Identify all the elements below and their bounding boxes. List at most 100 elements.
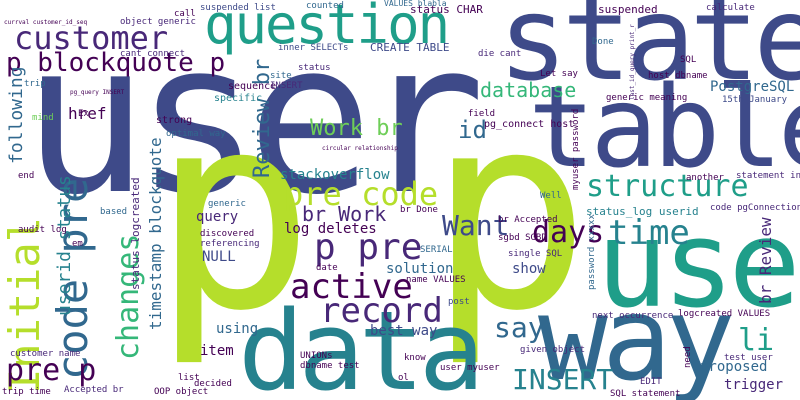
word-generic-meaning: generic meaning [606, 93, 688, 103]
word-show: show [512, 261, 546, 277]
word-time: time [608, 213, 690, 253]
word-using: using [216, 321, 259, 337]
word-href: href [68, 104, 107, 123]
word-done: Done [592, 37, 614, 47]
word-create-table: CREATE TABLE [370, 41, 450, 54]
word-insert-large: INSERT [512, 363, 614, 396]
word-logcreated-values: logcreated VALUES [678, 309, 771, 319]
word-best-way: best way [370, 323, 438, 339]
word-calculate: calculate [706, 3, 755, 13]
word-p-right: p [428, 55, 591, 370]
word-log-deletes: log deletes [284, 221, 377, 237]
word-suspended: suspended [598, 3, 658, 16]
word-sql-statement: SQL statement [610, 389, 681, 399]
word-status-log-userid: status_log userid [586, 205, 699, 218]
word-li: li [738, 323, 775, 358]
word-stackoverflow: stackoverflow [280, 167, 390, 183]
word-host-dbname: host dbname [648, 71, 708, 81]
word-strong: strong [156, 115, 193, 126]
word-database: database [480, 78, 577, 102]
word-values-blabla: VALUES blabla [384, 0, 447, 8]
word-myuser-password: myuser password [571, 108, 581, 190]
word-optimal-way: optimal way [166, 129, 226, 139]
word-given-object: given object [520, 345, 586, 355]
word-circular-relationship: circular relationship [322, 145, 398, 152]
word-test-user: test user [724, 353, 773, 363]
word-15th-january: 15th January [722, 95, 788, 105]
word-active: active [290, 267, 413, 307]
word-question: question [204, 0, 450, 56]
word-customer-id-seq: currval customer_id_seq [4, 19, 88, 26]
word-customer: customer [14, 19, 169, 57]
word-br-review: br Review [756, 217, 775, 304]
word-discovered: discovered [200, 229, 255, 239]
word-inner-selects: inner SELECTs [278, 43, 349, 53]
word-counted: counted [306, 1, 344, 11]
word-customer-name: customer name [10, 349, 81, 359]
word-ol: ol [398, 373, 409, 383]
word-p-blockquote-p: p blockquote p [6, 48, 226, 78]
word-status-char: status CHAR [410, 3, 483, 16]
word-id: id [458, 116, 487, 144]
word-referencing: referencing [200, 239, 260, 249]
word-decided: decided [194, 379, 232, 389]
word-code-pgconnection: code pgConnection [710, 203, 800, 213]
word-br-work: br Work [302, 202, 387, 226]
word-post: post [448, 297, 470, 307]
word-date: date [316, 263, 338, 273]
word-timestamp-blockquote: timestamp blockquote [146, 137, 165, 330]
word-password-xxxxx: password xxxxx [587, 214, 597, 290]
word-need: need [683, 346, 693, 368]
word-die-cant: die cant [478, 49, 522, 59]
word-based: based [100, 207, 128, 217]
word-let-say: Let say [540, 69, 578, 79]
word-user-myuser: user myuser [440, 363, 500, 373]
word-table: table [528, 63, 800, 193]
word-end: end [18, 171, 35, 181]
word-object-generic: object generic [120, 17, 196, 27]
word-serial: SERIAL [420, 245, 453, 255]
word-unions: UNIONs [300, 351, 333, 361]
word-sequence: sequence [228, 81, 277, 92]
word-next-occurrence: next occurrence [592, 311, 674, 321]
word-pg-connect-host: pg_connect host [484, 119, 575, 130]
word-specific: specific [214, 93, 263, 104]
word-solution: solution [386, 261, 454, 277]
word-name-values: name VALUES [406, 275, 466, 285]
word-site: site [270, 71, 292, 81]
word-br-accepted: br Accepted [498, 215, 558, 225]
word-trip: trip [24, 79, 46, 89]
word-way: way [538, 272, 736, 400]
word-audit-log: audit log [18, 225, 67, 235]
word-edit: EDIT [640, 377, 662, 387]
word-insert-small: INSERT [270, 81, 303, 91]
word-pre-p: pre p [6, 353, 97, 388]
word-structure: structure [586, 169, 749, 204]
word-user: user [22, 0, 486, 241]
word-say: say [494, 311, 545, 344]
word-print-r: last_id_query print_r [629, 24, 636, 100]
word-pg-query-insert: pg_query INSERT [70, 89, 125, 96]
word-status-logcreated: status logcreated [129, 177, 142, 290]
word-postgresql: PostgreSQL [710, 79, 795, 95]
word-proposed: proposed [700, 359, 768, 375]
word-single-sql: single SQL [508, 249, 563, 259]
word-query: query [196, 209, 239, 225]
word-call: call [174, 9, 196, 19]
word-accepted-br: Accepted br [64, 385, 124, 395]
word-suspended-list: suspended list [200, 3, 276, 13]
word-another: another [686, 173, 724, 183]
word-record: record [320, 291, 443, 331]
word-item: item [200, 343, 234, 359]
word-em: em [72, 239, 83, 249]
word-work-br: Work br [310, 116, 403, 141]
word-state: state [498, 0, 800, 107]
word-know: know [404, 353, 426, 363]
word-sql-top: SQL [680, 55, 697, 65]
word-statement-inner: statement inner [736, 171, 800, 181]
word-ex: Ex [78, 109, 89, 119]
word-list: list [178, 373, 200, 383]
word-pre-code: pre code [284, 175, 439, 213]
word-p-left: p [152, 55, 315, 370]
